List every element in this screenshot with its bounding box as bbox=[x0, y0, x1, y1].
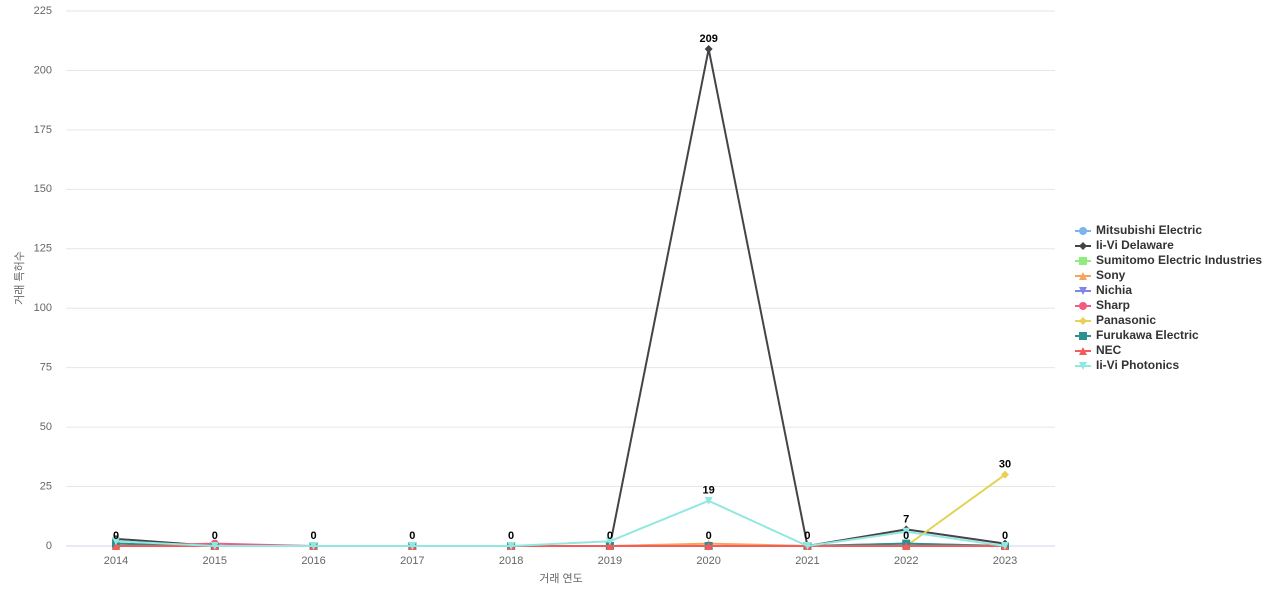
x-tick-label: 2020 bbox=[696, 555, 720, 567]
legend-marker bbox=[1079, 332, 1087, 340]
legend-label: Panasonic bbox=[1096, 313, 1156, 327]
legend-label: Ii-Vi Photonics bbox=[1096, 358, 1179, 372]
data-point bbox=[112, 542, 120, 550]
x-tick-label: 2014 bbox=[104, 555, 128, 567]
legend-marker bbox=[1079, 287, 1087, 295]
y-tick-label: 100 bbox=[34, 302, 52, 314]
y-tick-label: 200 bbox=[34, 64, 52, 76]
series-line bbox=[115, 48, 1006, 548]
data-label: 30 bbox=[999, 459, 1011, 471]
x-tick-label: 2019 bbox=[598, 555, 622, 567]
data-point bbox=[704, 496, 713, 505]
legend-label: NEC bbox=[1096, 343, 1122, 357]
legend-marker bbox=[1079, 227, 1087, 235]
y-tick-label: 150 bbox=[34, 183, 52, 195]
data-point bbox=[704, 45, 713, 54]
legend-label: Sumitomo Electric Industries bbox=[1096, 253, 1262, 267]
legend-label: Nichia bbox=[1096, 283, 1132, 297]
series-line bbox=[115, 499, 1006, 548]
y-tick-label: 125 bbox=[34, 243, 52, 255]
legend-marker bbox=[1079, 257, 1087, 265]
legend-label: Sony bbox=[1096, 268, 1126, 282]
legend-marker bbox=[1079, 317, 1087, 325]
data-point bbox=[507, 542, 516, 550]
data-label: 0 bbox=[409, 530, 415, 542]
data-point bbox=[1001, 470, 1009, 479]
data-label: 0 bbox=[706, 530, 712, 542]
y-axis-title: 거래 특허수 bbox=[13, 251, 26, 305]
x-tick-label: 2015 bbox=[203, 555, 227, 567]
data-point bbox=[1001, 542, 1009, 550]
y-tick-label: 75 bbox=[40, 362, 52, 374]
legend-label: Mitsubishi Electric bbox=[1096, 223, 1202, 237]
data-point bbox=[210, 542, 219, 550]
data-label: 0 bbox=[607, 530, 613, 542]
legend-marker bbox=[1079, 302, 1087, 310]
x-axis-title: 거래 연도 bbox=[539, 572, 583, 585]
data-point bbox=[803, 542, 812, 550]
data-label: 0 bbox=[212, 530, 218, 542]
legend-marker bbox=[1079, 347, 1087, 355]
y-tick-label: 50 bbox=[40, 421, 52, 433]
x-tick-label: 2022 bbox=[894, 555, 918, 567]
data-label: 209 bbox=[699, 33, 717, 45]
x-tick-label: 2016 bbox=[301, 555, 325, 567]
x-tick-label: 2017 bbox=[400, 555, 424, 567]
data-label: 0 bbox=[804, 530, 810, 542]
data-point bbox=[704, 542, 713, 550]
y-tick-label: 225 bbox=[34, 5, 52, 17]
x-tick-label: 2023 bbox=[993, 555, 1017, 567]
legend-label: Sharp bbox=[1096, 298, 1130, 312]
x-tick-label: 2018 bbox=[499, 555, 523, 567]
data-point bbox=[605, 542, 614, 550]
y-tick-label: 25 bbox=[40, 480, 52, 492]
data-point bbox=[902, 527, 911, 536]
legend-label: Furukawa Electric bbox=[1096, 328, 1199, 342]
data-label: 19 bbox=[703, 485, 715, 497]
data-point bbox=[112, 537, 120, 546]
data-label: 0 bbox=[113, 530, 119, 542]
data-label: 7 bbox=[903, 513, 909, 525]
legend-marker bbox=[1079, 272, 1087, 280]
data-label: 0 bbox=[508, 530, 514, 542]
y-tick-label: 175 bbox=[34, 124, 52, 136]
data-point bbox=[605, 537, 614, 546]
x-tick-label: 2021 bbox=[795, 555, 819, 567]
data-point bbox=[309, 542, 318, 550]
y-tick-label: 0 bbox=[46, 540, 52, 552]
data-point bbox=[902, 542, 911, 550]
data-label: 0 bbox=[903, 530, 909, 542]
legend-label: Ii-Vi Delaware bbox=[1096, 238, 1174, 252]
legend-marker bbox=[1079, 242, 1087, 250]
data-label: 0 bbox=[1002, 530, 1008, 542]
legend-marker bbox=[1079, 362, 1087, 370]
data-label: 0 bbox=[310, 530, 316, 542]
data-point bbox=[408, 542, 417, 550]
